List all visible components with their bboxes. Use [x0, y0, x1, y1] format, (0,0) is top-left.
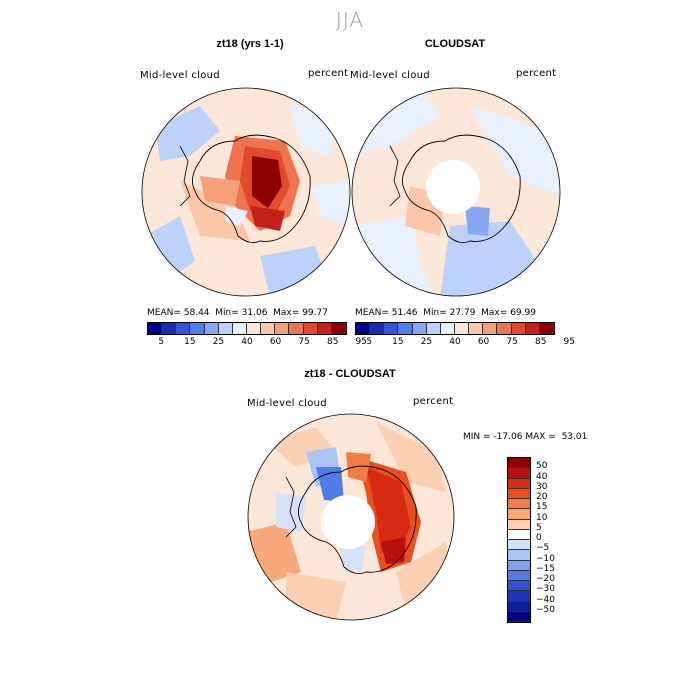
- panel1-colorbar-tick-label: 85: [326, 337, 339, 347]
- panel2-colorbar-swatch: [370, 323, 385, 334]
- diff-colorbar-swatch: [508, 488, 530, 499]
- panel3-title: zt18 - CLOUDSAT: [304, 368, 396, 380]
- diff-colorbar-tick-label: −30: [536, 584, 555, 595]
- diff-colorbar-tick-label: 30: [536, 481, 548, 492]
- panel1-colorbar-swatch: [204, 323, 219, 334]
- diff-colorbar-swatch: [508, 550, 530, 561]
- panel1-colorbar-tick-label: 25: [212, 337, 225, 347]
- panel1-units-label: percent: [308, 68, 349, 79]
- diff-colorbar-tick-label: 5: [536, 522, 542, 533]
- diff-colorbar-swatch: [508, 478, 530, 489]
- panel2-colorbar-tick-label: 15: [392, 337, 404, 347]
- panel1-variable-label: Mid-level cloud: [140, 70, 220, 81]
- panel2-colorbar-tick-label: 5: [366, 337, 373, 347]
- panel1-colorbar-swatch: [218, 323, 233, 334]
- panel2-colorbar-swatch: [454, 323, 470, 334]
- panel2-colorbar-tick-label: 25: [420, 337, 433, 347]
- diff-colorbar-tick-label: 40: [536, 471, 548, 482]
- panel1-colorbar-tick-label: 75: [298, 337, 310, 347]
- diff-colorbar-swatch: [508, 499, 530, 510]
- panel1-colorbar-swatch: [261, 323, 276, 334]
- panel2-colorbar-swatch: [483, 323, 498, 334]
- panel2-colorbar-swatch: [511, 323, 526, 334]
- panel2-colorbar-swatch: [412, 323, 427, 334]
- panel2-colorbar-ticks: 5 15 25 40 60 75 85 95: [355, 337, 575, 349]
- panel2-colorbar-tick-label: 95: [563, 337, 576, 347]
- diff-colorbar-tick-label: −40: [536, 594, 555, 605]
- panel2-colorbar-tick-label: 85: [534, 337, 547, 347]
- diff-colorbar-swatch: [508, 540, 530, 551]
- diff-colorbar-swatch: [508, 591, 530, 602]
- panel2-title: CLOUDSAT: [424, 38, 486, 50]
- panel1-colorbar-tick-label: 15: [184, 337, 196, 347]
- panel1-colorbar-swatch: [246, 323, 262, 334]
- diff-colorbar-swatch: [508, 601, 530, 612]
- diff-colorbar-swatch: [508, 570, 530, 581]
- panel1-colorbar-tick-label: 60: [269, 337, 282, 347]
- diff-colorbar-swatch: [508, 581, 530, 592]
- panel1-colorbar-swatch: [303, 323, 318, 334]
- diff-colorbar-swatch: [508, 468, 530, 479]
- panel2-colorbar-tick-label: 60: [477, 337, 490, 347]
- diff-colorbar-swatch: [508, 529, 530, 540]
- panel1-colorbar-swatch: [162, 323, 177, 334]
- panel3-stats: MIN = -17.06 MAX = 53.01: [463, 432, 588, 442]
- diff-colorbar-swatch: [508, 509, 530, 520]
- panel1-stats: MEAN= 58.44 Min= 31.06 Max= 99.77: [147, 308, 328, 318]
- panel1-colorbar-tick-label: 5: [158, 337, 165, 347]
- diff-colorbar-swatch: [508, 519, 530, 530]
- panel1-map: [141, 87, 351, 297]
- panel1-colorbar-tick-label: 95: [355, 337, 368, 347]
- panel3-map: [247, 413, 455, 621]
- diff-colorbar: [507, 457, 531, 623]
- panel2-units-label: percent: [516, 68, 557, 79]
- diff-colorbar-tick-label: −15: [536, 563, 555, 574]
- panel1-colorbar-swatch: [317, 323, 332, 334]
- panel2-stats: MEAN= 51.46 Min= 27.79 Max= 69.99: [355, 308, 536, 318]
- panel3-variable-label: Mid-level cloud: [247, 398, 327, 409]
- panel1-title: zt18 (yrs 1-1): [216, 38, 284, 50]
- diff-colorbar-tick-label: −10: [536, 553, 555, 564]
- panel2-colorbar-swatch: [356, 323, 371, 334]
- panel1-colorbar-swatch: [275, 323, 290, 334]
- panel2-colorbar-swatch: [426, 323, 441, 334]
- panel2-colorbar-swatch: [539, 323, 554, 334]
- diff-colorbar-ticks: 50 40 30 20 15 10 5 0 −5 −10 −15 −20 −30 −40 −50: [536, 457, 576, 621]
- panel1-colorbar-swatch: [289, 323, 304, 334]
- panel1-colorbar-swatch: [190, 323, 205, 334]
- diff-colorbar-tick-label: −50: [536, 604, 555, 615]
- panel1-colorbar: [147, 322, 347, 335]
- panel1-colorbar-ticks: 5 15 25 40 60 75 85 95: [147, 337, 367, 349]
- panel2-variable-label: Mid-level cloud: [350, 70, 430, 81]
- panel2-colorbar-tick-label: 40: [449, 337, 461, 347]
- diff-colorbar-swatch: [508, 611, 530, 622]
- panel2-colorbar-swatch: [384, 323, 399, 334]
- panel2-colorbar: [355, 322, 555, 335]
- panel3-units-label: percent: [413, 396, 454, 407]
- diff-colorbar-tick-label: 15: [536, 502, 548, 513]
- diff-colorbar-tick-label: 50: [536, 461, 548, 472]
- panel2-colorbar-tick-label: 75: [506, 337, 518, 347]
- diff-colorbar-swatch: [508, 458, 530, 469]
- diff-colorbar-tick-label: 20: [536, 492, 548, 502]
- panel2-colorbar-swatch: [497, 323, 512, 334]
- panel1-colorbar-swatch: [148, 323, 163, 334]
- panel2-colorbar-swatch: [525, 323, 540, 334]
- season-title: JJA: [335, 8, 365, 32]
- diff-colorbar-tick-label: 10: [536, 512, 548, 523]
- panel2-map: [351, 87, 561, 297]
- panel2-colorbar-swatch: [469, 323, 484, 334]
- panel1-colorbar-swatch: [176, 323, 191, 334]
- diff-colorbar-swatch: [508, 560, 530, 571]
- panel2-colorbar-swatch: [440, 323, 455, 334]
- panel1-colorbar-swatch: [331, 323, 346, 334]
- panel1-colorbar-tick-label: 40: [241, 337, 253, 347]
- diff-colorbar-tick-label: −20: [536, 574, 555, 584]
- panel2-colorbar-swatch: [398, 323, 413, 334]
- diff-colorbar-tick-label: 0: [536, 533, 542, 543]
- diff-colorbar-tick-label: −5: [536, 543, 550, 554]
- panel1-colorbar-swatch: [232, 323, 247, 334]
